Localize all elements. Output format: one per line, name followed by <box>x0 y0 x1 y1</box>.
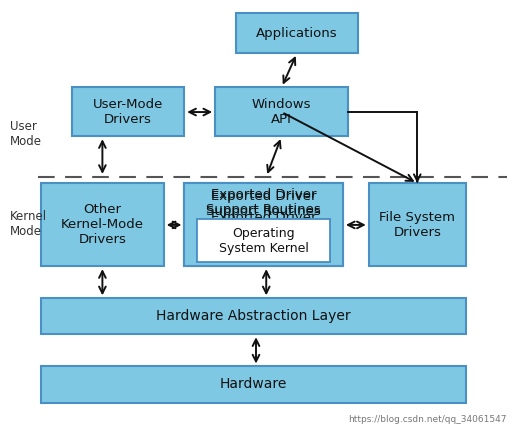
Text: Other
Kernel-Mode
Drivers: Other Kernel-Mode Drivers <box>61 203 144 246</box>
Text: Hardware: Hardware <box>220 377 287 391</box>
Text: Exported Driver
Support Routines: Exported Driver Support Routines <box>206 190 321 219</box>
Bar <box>215 87 348 136</box>
Text: File System
Drivers: File System Drivers <box>379 211 455 239</box>
Bar <box>197 219 330 262</box>
Text: Operating
System Kernel: Operating System Kernel <box>219 227 309 255</box>
Text: Hardware Abstraction Layer: Hardware Abstraction Layer <box>156 309 351 323</box>
Text: Exported Driver
Support Routines: Exported Driver Support Routines <box>206 211 321 239</box>
Text: Applications: Applications <box>256 26 338 40</box>
Bar <box>236 13 358 53</box>
Text: https://blog.csdn.net/qq_34061547: https://blog.csdn.net/qq_34061547 <box>348 415 507 424</box>
Bar <box>72 87 184 136</box>
Text: User
Mode: User Mode <box>10 120 42 148</box>
Text: Kernel
Mode: Kernel Mode <box>10 210 48 238</box>
Bar <box>184 183 343 266</box>
Bar <box>369 183 466 266</box>
Bar <box>41 298 466 334</box>
Bar <box>184 183 343 266</box>
Bar <box>41 183 164 266</box>
Text: Exported Driver
Support Routines: Exported Driver Support Routines <box>206 188 321 216</box>
Bar <box>41 366 466 403</box>
Bar <box>197 219 330 262</box>
Text: User-Mode
Drivers: User-Mode Drivers <box>93 98 163 126</box>
Text: Windows
API: Windows API <box>252 98 311 126</box>
Text: Operating
System Kernel: Operating System Kernel <box>219 227 309 255</box>
